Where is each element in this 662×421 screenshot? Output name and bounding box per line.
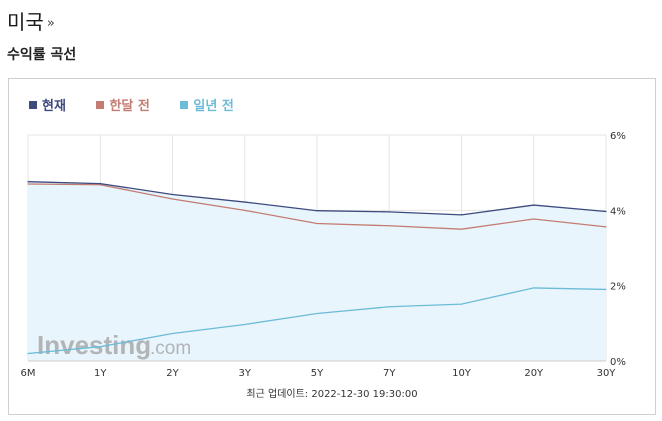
section-title: 수익률 곡선 [7, 47, 77, 63]
legend-swatch-current [29, 100, 37, 109]
data-point-current [244, 201, 246, 203]
data-point-current [605, 210, 607, 213]
data-point-current [533, 204, 535, 206]
x-tick-label: 20Y [524, 368, 544, 379]
legend-label-year-ago: 일년 전 [193, 99, 234, 114]
country-title[interactable]: 미국» [7, 6, 55, 35]
x-tick-label: 7Y [383, 368, 396, 379]
data-point-current [27, 181, 29, 183]
data-point-month-ago [316, 222, 318, 225]
data-point-current [99, 182, 101, 185]
legend-item-month-ago[interactable]: 한달 전 [96, 95, 150, 114]
data-point-year-ago [605, 288, 607, 291]
data-point-month-ago [244, 209, 246, 211]
axis-layer: 0% 2% 4% 6% 6M 1Y 2Y 3Y 5Y 7Y 10Y 20Y 30Y [21, 131, 626, 379]
yield-curve-chart: 현재 한달 전 일년 전 Investing .com 0% 2% 4% 6% 6M 1Y… [8, 78, 656, 415]
data-point-current [316, 210, 318, 212]
legend-label-current: 현재 [42, 99, 66, 114]
watermark-brand: Investing [37, 330, 151, 360]
data-point-month-ago [460, 228, 463, 230]
data-point-year-ago [533, 287, 535, 289]
data-point-month-ago [171, 198, 174, 200]
data-point-month-ago [533, 218, 535, 220]
x-tick-label: 6M [21, 368, 36, 379]
legend-item-current[interactable]: 현재 [29, 95, 66, 114]
data-point-month-ago [388, 225, 390, 227]
x-tick-label: 30Y [597, 368, 617, 379]
legend-label-month-ago: 한달 전 [109, 99, 150, 114]
y-tick-label: 6% [610, 131, 626, 142]
data-point-current [171, 193, 174, 196]
x-tick-label: 3Y [239, 368, 252, 379]
data-point-month-ago [605, 226, 607, 228]
country-name[interactable]: 미국 [7, 10, 44, 34]
data-point-year-ago [460, 303, 463, 305]
chart-legend: 현재 한달 전 일년 전 [29, 95, 260, 114]
x-tick-label: 10Y [452, 368, 472, 379]
data-point-current [388, 211, 390, 213]
chart-plot: Investing .com 0% 2% 4% 6% 6M 1Y 2Y 3Y 5Y 7Y 10Y 20… [21, 131, 626, 379]
data-point-month-ago [27, 183, 29, 185]
watermark-logo: Investing .com [37, 330, 191, 360]
area-fill-current [28, 181, 606, 361]
fill-layer [28, 181, 606, 361]
data-point-current [460, 214, 463, 216]
data-point-year-ago [244, 323, 246, 326]
legend-item-year-ago[interactable]: 일년 전 [180, 95, 234, 114]
data-point-year-ago [171, 332, 174, 335]
line-layer [27, 181, 607, 355]
legend-swatch-year-ago [180, 100, 189, 109]
x-tick-label: 5Y [311, 368, 324, 379]
y-tick-label: 0% [610, 357, 626, 368]
data-point-year-ago [316, 312, 318, 315]
data-point-month-ago [99, 184, 101, 186]
y-tick-label: 4% [610, 206, 626, 217]
data-point-year-ago [99, 346, 101, 348]
more-arrow-icon[interactable]: » [46, 16, 55, 31]
x-tick-label: 1Y [94, 368, 107, 379]
watermark-suffix: .com [150, 338, 191, 359]
last-update-text: 최근 업데이트: 2022-12-30 19:30:00 [246, 389, 418, 400]
y-tick-label: 2% [610, 282, 626, 293]
legend-swatch-month-ago [96, 100, 105, 109]
data-point-year-ago [388, 306, 390, 308]
data-point-year-ago [27, 352, 29, 355]
x-tick-label: 2Y [166, 368, 179, 379]
